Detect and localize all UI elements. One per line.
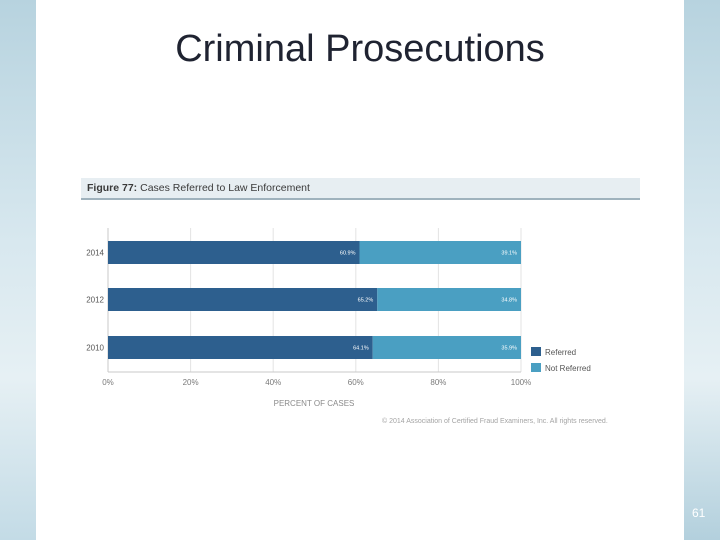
x-tick-label: 0%: [102, 378, 114, 387]
bar-not-referred: [377, 288, 521, 311]
x-tick-label: 20%: [183, 378, 199, 387]
slide-title: Criminal Prosecutions: [175, 28, 545, 70]
figure-label: Figure 77:: [87, 182, 138, 194]
legend-swatch: [531, 363, 541, 372]
copyright-notice: © 2014 Association of Certified Fraud Ex…: [382, 418, 608, 425]
legend-label: Not Referred: [545, 364, 591, 373]
bar-value-label: 35.9%: [501, 346, 517, 352]
page-number: 61: [692, 506, 706, 520]
legend-swatch: [531, 347, 541, 356]
bar-not-referred: [372, 336, 521, 359]
figure-header: Figure 77: Cases Referred to Law Enforce…: [81, 178, 640, 200]
right-decorative-band: [684, 0, 720, 540]
bar-referred: [108, 336, 373, 359]
bar-value-label: 65.2%: [358, 298, 374, 304]
bar-not-referred: [359, 241, 521, 264]
bar-value-label: 60.9%: [340, 251, 356, 257]
y-category-label: 2010: [86, 344, 104, 353]
y-category-label: 2012: [86, 296, 104, 305]
bar-value-label: 39.1%: [501, 251, 517, 257]
x-tick-label: 80%: [430, 378, 446, 387]
bar-referred: [108, 241, 360, 264]
x-tick-label: 60%: [348, 378, 364, 387]
figure-title: Figure 77: Cases Referred to Law Enforce…: [87, 182, 310, 194]
bar-value-label: 34.8%: [501, 298, 517, 304]
x-axis-title: PERCENT OF CASES: [274, 399, 355, 408]
x-tick-label: 100%: [511, 378, 531, 387]
bar-value-label: 64.1%: [353, 346, 369, 352]
x-tick-label: 40%: [265, 378, 281, 387]
left-decorative-band: [0, 0, 36, 540]
bar-referred: [108, 288, 378, 311]
legend-label: Referred: [545, 348, 576, 357]
figure-caption: Cases Referred to Law Enforcement: [140, 182, 310, 194]
y-category-label: 2014: [86, 249, 104, 258]
